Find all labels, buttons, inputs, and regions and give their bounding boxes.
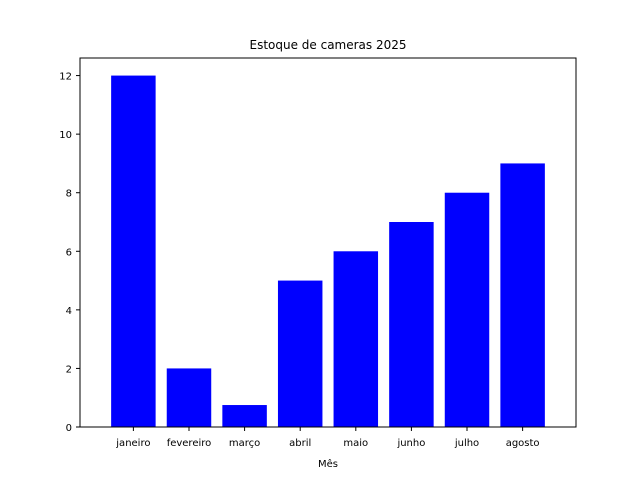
y-axis: 0 2 4 6 8 10 12 — [59, 72, 80, 434]
bar-fevereiro — [166, 368, 212, 427]
bar-agosto — [500, 163, 545, 427]
x-tick-label: março — [229, 438, 260, 449]
y-tick-label: 2 — [66, 364, 72, 375]
y-tick-label: 0 — [66, 423, 72, 434]
bar-junho — [389, 222, 434, 427]
bar-julho — [444, 192, 490, 427]
bars-group — [111, 75, 545, 428]
bar-abril — [277, 280, 323, 427]
plot-area-frame — [79, 57, 577, 428]
y-tick-label: 4 — [66, 306, 72, 317]
x-tick-label: abril — [289, 438, 311, 449]
x-tick-label: junho — [396, 438, 425, 449]
y-tick-label: 6 — [66, 247, 72, 258]
x-tick-label: agosto — [506, 438, 540, 449]
x-tick-label: fevereiro — [167, 438, 212, 449]
y-tick-label: 10 — [59, 130, 72, 141]
bar-maio — [333, 251, 379, 427]
x-tick-label: maio — [343, 438, 368, 449]
y-tick-label: 12 — [59, 72, 72, 83]
bar-janeiro — [111, 75, 156, 428]
bar-março — [222, 405, 267, 427]
x-tick-label: janeiro — [115, 438, 150, 449]
y-tick-label: 8 — [66, 189, 72, 200]
x-axis-label: Mês — [318, 458, 338, 470]
chart-title: Estoque de cameras 2025 — [249, 38, 406, 52]
x-axis: janeiro fevereiro março abril maio junho julho… — [115, 427, 540, 449]
x-tick-label: julho — [454, 438, 479, 449]
